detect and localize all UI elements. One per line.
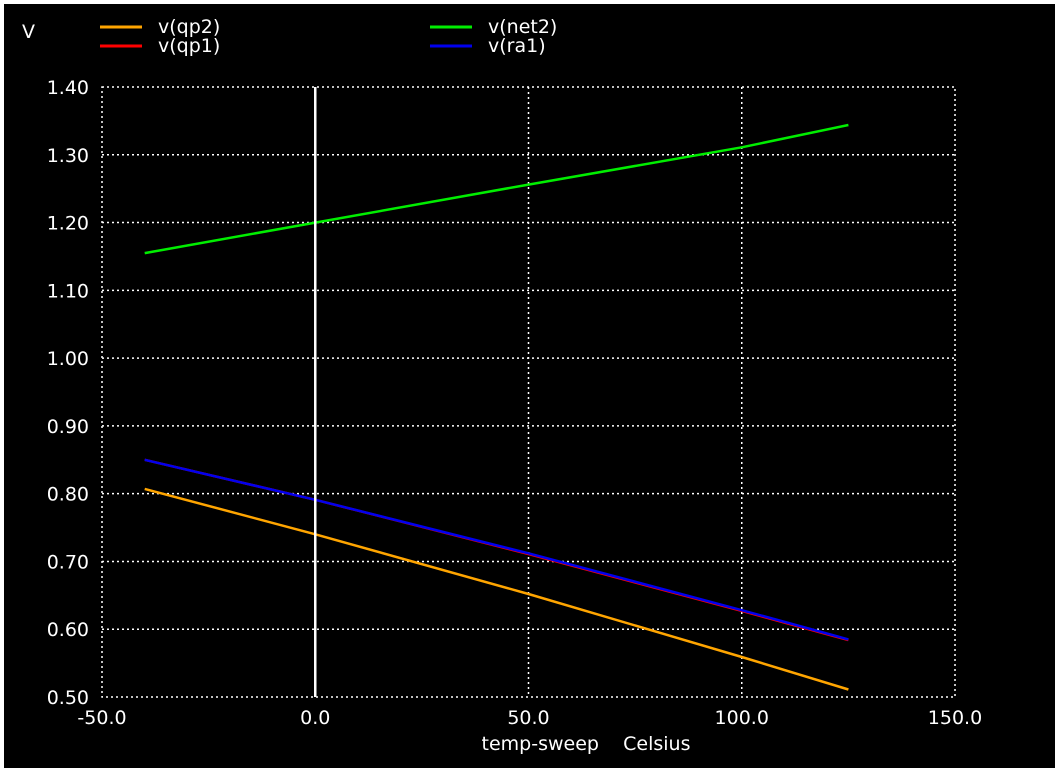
legend-label: v(qp1) (158, 35, 220, 57)
x-tick-label: -50.0 (77, 707, 126, 729)
y-tick-label: 1.00 (47, 348, 89, 370)
legend: v(qp2)v(qp1) v(net2)v(ra1) (100, 16, 557, 57)
y-tick-label: 0.50 (47, 687, 89, 709)
y-tick-label: 0.90 (47, 416, 89, 438)
series-lines (144, 123, 849, 691)
x-tick-label: 150.0 (928, 707, 982, 729)
x-axis-ticks: -50.0 0.0 50.0 100.0 150.0 (77, 707, 982, 729)
y-tick-label: 1.20 (47, 213, 89, 235)
y-axis-label: V (22, 21, 35, 43)
legend-label: v(qp2) (158, 16, 220, 38)
y-tick-label: 0.60 (47, 619, 89, 641)
series-line-vra1 (144, 458, 849, 641)
series-line-vqp2 (144, 487, 849, 691)
x-axis-label: temp-sweep Celsius (482, 733, 691, 755)
y-tick-label: 0.70 (47, 551, 89, 573)
y-tick-label: 1.40 (47, 77, 89, 99)
x-tick-label: 0.0 (300, 707, 330, 729)
plot-border (101, 86, 956, 698)
series-line-vnet2 (144, 123, 849, 255)
y-tick-label: 0.80 (47, 484, 89, 506)
x-tick-label: 100.0 (715, 707, 769, 729)
y-axis-ticks: 0.50 0.60 0.70 0.80 0.90 1.00 1.10 1.20 1.30 1.40 (47, 77, 89, 709)
plot-window (4, 4, 1055, 768)
plot-frame (101, 86, 956, 698)
x-tick-label: 50.0 (507, 707, 549, 729)
legend-label: v(ra1) (488, 35, 546, 57)
grid (102, 87, 955, 697)
y-tick-label: 1.30 (47, 145, 89, 167)
series-line-vqp1 (144, 458, 849, 642)
legend-label: v(net2) (488, 16, 557, 38)
y-tick-label: 1.10 (47, 280, 89, 302)
